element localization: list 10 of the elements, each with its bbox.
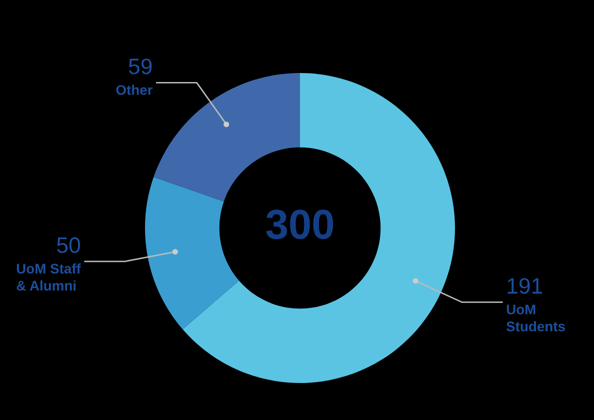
slice-label: UoM Staff & Alumni [16,263,81,291]
slice-label: UoM Students [506,304,565,332]
donut-slice [154,73,300,202]
donut-slice [145,177,239,330]
data-label: 50 [57,237,80,254]
data-label: 59 [128,58,152,74]
text: 300 [266,210,334,240]
slice-label: Other [116,84,153,95]
donut-slice [182,73,455,383]
data-label: 191 [508,278,542,294]
